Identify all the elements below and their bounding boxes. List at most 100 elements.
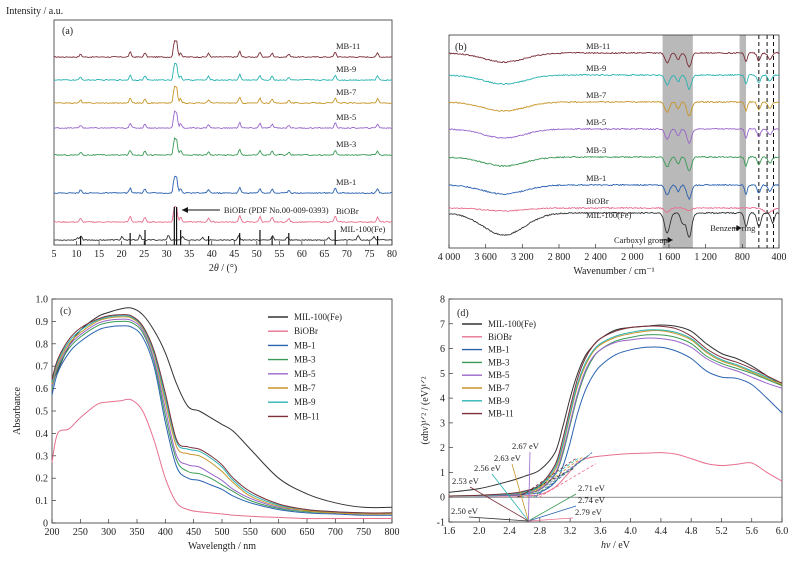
legend-label-mb-5: MB-5: [294, 369, 316, 379]
x-tick-label: 650: [300, 527, 315, 538]
bandgap-label: 2.53 eV: [452, 476, 480, 486]
y-tick-label: 0.9: [36, 317, 49, 328]
x-tick-label: 2 400: [584, 252, 607, 263]
y-tick-label: 3: [440, 418, 445, 429]
x-tick-label: 70: [342, 249, 352, 260]
y-tick-label: 4: [440, 394, 445, 405]
series-label-mb-1: MB-1: [336, 177, 356, 187]
x-axis-label: 2θ / (°): [209, 263, 237, 274]
x-tick-label: 55: [274, 249, 284, 260]
bandgap-tangent: [538, 463, 597, 498]
y-tick-label: 0.4: [36, 429, 49, 440]
bandgap-arrow: [528, 517, 574, 522]
x-tick-label: 750: [356, 527, 371, 538]
legend-label-mb-7: MB-7: [488, 383, 510, 393]
bandgap-arrow: [491, 473, 529, 522]
x-tick-label: 30: [162, 249, 172, 260]
x-tick-label: 25: [139, 249, 149, 260]
series-label-mil-100-fe: MIL-100(Fe): [340, 224, 385, 234]
legend-label-biobr: BiOBr: [488, 332, 512, 342]
absorbance-curve-mb-9: [51, 315, 393, 514]
x-tick-label: 3.6: [594, 526, 607, 537]
x-tick-label: 65: [319, 249, 329, 260]
x-tick-label: 4.0: [624, 526, 637, 537]
series-label-mb-1: MB-1: [586, 173, 606, 183]
x-tick-label: 2.0: [473, 526, 486, 537]
y-tick-label: 7: [440, 319, 445, 330]
xrd-curve-mb-11: [54, 40, 393, 59]
x-tick-label: 6.0: [776, 526, 789, 537]
y-tick-label: 0: [440, 493, 445, 504]
y-tick-label: 0.3: [36, 451, 49, 462]
series-label-mb-3: MB-3: [336, 139, 356, 149]
panel-a: 5 10 15 20 25 30 35 40 45 50 55 60 65 70 75 80 Intensity…: [6, 6, 397, 274]
x-tick-label: 1 600: [658, 252, 681, 263]
bandgap-label: 2.79 eV: [575, 507, 603, 517]
x-tick-label: 550: [243, 527, 258, 538]
legend-label-mb-1: MB-1: [488, 345, 510, 355]
x-tick-label: 2.8: [534, 526, 547, 537]
tauc-curve-mb-9: [448, 329, 783, 497]
x-tick-label: 1 200: [694, 252, 717, 263]
x-tick-label: 5.2: [715, 526, 728, 537]
absorbance-curve-mb-5: [51, 318, 393, 515]
annotation-arrowhead: [736, 225, 742, 231]
x-tick-label: 200: [45, 527, 60, 538]
series-label-mb-7: MB-7: [336, 87, 356, 97]
series-label-mb-7: MB-7: [586, 90, 606, 100]
series-label-biobr: BiOBr: [336, 206, 359, 216]
x-tick-label: 5.6: [745, 526, 758, 537]
reference-annotation: BiOBr (PDF No.00-009-0393): [224, 205, 329, 215]
x-axis-label: hν / eV: [601, 540, 631, 551]
y-tick-label: 0.1: [36, 496, 49, 507]
absorbance-curve-mb-7: [51, 316, 393, 515]
plot-frame: [448, 34, 780, 249]
x-tick-label: 1.6: [443, 526, 456, 537]
bandgap-tangent: [521, 457, 579, 498]
x-tick-label: 2.4: [503, 526, 516, 537]
legend-label-mb-11: MB-11: [294, 411, 320, 421]
x-tick-label: 5: [52, 249, 57, 260]
bandgap-arrow: [468, 516, 529, 522]
x-tick-label: 3 600: [474, 252, 497, 263]
x-tick-label: 400: [772, 252, 787, 263]
x-tick-label: 2 000: [621, 252, 644, 263]
absorbance-curve-mb-11: [51, 314, 393, 514]
x-tick-label: 80: [387, 249, 397, 260]
xrd-curve-mil-100-fe: [53, 234, 393, 242]
panel-c: 200 250 300 350 400 450 500 550 600 650 700 750 800 0…: [12, 295, 400, 553]
panel-b: 4 000 3 600 3 200 2 800 2 400 2 000 1 600 1 200…: [438, 34, 787, 277]
bandgap-label: 2.74 eV: [578, 495, 606, 505]
y-tick-label: 5: [440, 369, 445, 380]
panel-label: (b): [455, 42, 467, 53]
ftir-curve-biobr: [448, 206, 780, 214]
series-label-mb-9: MB-9: [336, 64, 356, 74]
x-tick-label: 45: [229, 249, 239, 260]
ftir-curve-mil-100-fe: [448, 211, 780, 238]
y-tick-label: 0.8: [36, 339, 49, 350]
x-axis-label: Wavenumber / cm⁻¹: [573, 266, 654, 277]
xrd-curve-mb-1: [53, 175, 393, 195]
y-tick-label: 1.0: [36, 295, 49, 306]
panel-label: (a): [62, 26, 73, 37]
y-axis-label: Intensity / a.u.: [6, 6, 63, 17]
x-axis-label: Wavelength / nm: [188, 541, 256, 552]
x-tick-label: 10: [72, 249, 82, 260]
bandgap-arrow: [528, 451, 531, 522]
bandgap-tangent: [535, 452, 593, 498]
legend-label-mil-100-fe: MIL-100(Fe): [294, 312, 342, 322]
bandgap-tangent: [529, 456, 587, 498]
series-label-mb-9: MB-9: [586, 63, 606, 73]
y-axis-label: Absorbance: [12, 387, 23, 435]
series-label-mb-11: MB-11: [586, 41, 610, 51]
x-tick-label: 250: [73, 527, 88, 538]
x-tick-label: 60: [297, 249, 307, 260]
bandgap-label: 2.63 eV: [494, 453, 522, 463]
bandgap-label: 2.71 eV: [578, 483, 606, 493]
series-label-mb-5: MB-5: [336, 112, 356, 122]
x-tick-label: 35: [184, 249, 194, 260]
absorbance-curve-mil-100-fe: [51, 307, 393, 509]
y-tick-label: 0.6: [36, 384, 49, 395]
shaded-region: [739, 35, 746, 248]
x-tick-label: 2 800: [548, 252, 571, 263]
